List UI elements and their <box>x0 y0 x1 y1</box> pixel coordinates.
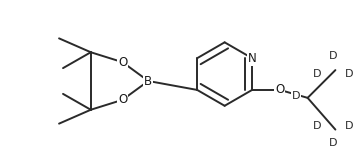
Text: N: N <box>248 52 257 65</box>
Text: D: D <box>329 51 338 61</box>
Text: D: D <box>329 139 338 148</box>
Text: D: D <box>345 121 353 131</box>
Text: B: B <box>144 75 153 87</box>
Text: D: D <box>345 69 353 79</box>
Text: O: O <box>118 56 127 69</box>
Text: D: D <box>292 91 300 101</box>
Text: D: D <box>313 121 322 131</box>
Text: O: O <box>275 83 285 96</box>
Text: O: O <box>118 93 127 106</box>
Text: D: D <box>313 69 322 79</box>
